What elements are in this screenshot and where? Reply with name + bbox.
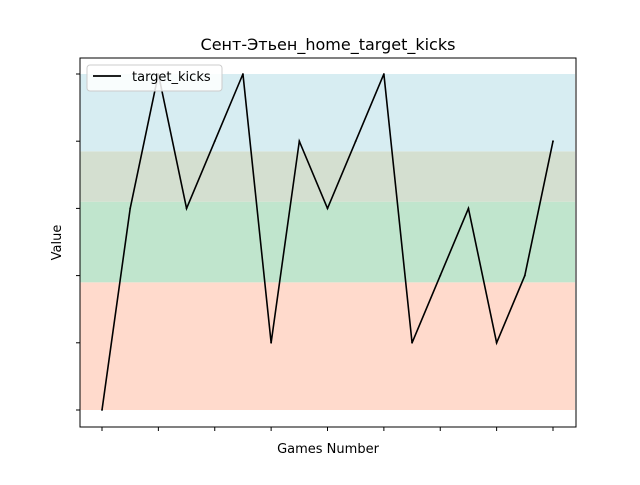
data-point: [496, 342, 498, 344]
legend: target_kicks: [87, 65, 222, 91]
data-point: [468, 208, 470, 210]
data-point: [186, 208, 188, 210]
data-point: [270, 342, 272, 344]
background-band-1: [80, 202, 575, 283]
background-bands: [80, 74, 575, 410]
data-point: [524, 275, 526, 277]
chart-title: Сент-Этьен_home_target_kicks: [201, 35, 456, 55]
data-point: [242, 73, 244, 75]
x-axis-label: Games Number: [277, 442, 379, 457]
background-band-2: [80, 151, 575, 201]
y-axis-label: Value: [50, 225, 65, 261]
data-point: [383, 73, 385, 75]
data-point: [411, 342, 413, 344]
data-point: [552, 140, 554, 142]
background-band-0: [80, 282, 575, 410]
data-point: [439, 275, 441, 277]
data-point: [129, 208, 131, 210]
data-point: [214, 140, 216, 142]
data-point: [327, 208, 329, 210]
data-point: [298, 140, 300, 142]
legend-label: target_kicks: [132, 70, 211, 85]
data-point: [101, 409, 103, 411]
data-point: [355, 140, 357, 142]
